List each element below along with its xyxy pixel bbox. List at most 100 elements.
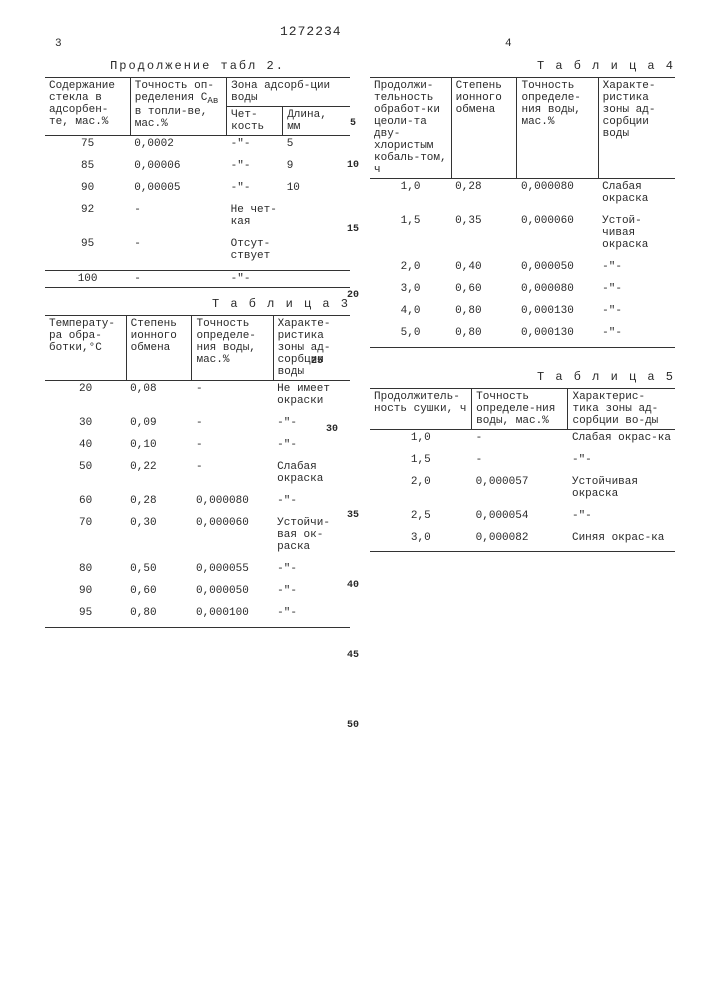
table-cell: 0,10 — [126, 437, 192, 453]
table3: Температу-ра обра-ботки,°С Степень ионно… — [45, 315, 350, 628]
table-cell: 50 — [45, 459, 126, 487]
ruler-20: 20 — [347, 290, 359, 301]
table-row: 750,0002-"-5 — [45, 136, 350, 153]
table-cell: 0,000080 — [192, 493, 273, 509]
table-row: 2,00,000057Устойчивая окраска — [370, 474, 675, 502]
table3-h4: Характе-ристика зоны ад-сорбции воды — [273, 316, 350, 381]
table-cell: -"- — [273, 493, 350, 509]
table-cell: Слабая окраска — [598, 179, 675, 208]
table-cell: 0,40 — [451, 259, 517, 275]
table-row: 850,00006-"-9 — [45, 158, 350, 174]
table4-body: 1,00,280,000080Слабая окраска 1,50,350,00… — [370, 179, 675, 348]
table-row: 1,00,280,000080Слабая окраска — [370, 179, 675, 208]
ruler-35: 35 — [347, 510, 359, 521]
table-cell: 85 — [45, 158, 130, 174]
table-cell: 95 — [45, 236, 130, 264]
table-row: 2,00,400,000050-"- — [370, 259, 675, 275]
table-row: 5,00,800,000130-"- — [370, 325, 675, 341]
table-cell: 1,5 — [370, 213, 451, 253]
table3-h1: Температу-ра обра-ботки,°С — [45, 316, 126, 381]
table-row: 200,08-Не имеет окраски — [45, 381, 350, 410]
table-cell: - — [472, 452, 568, 468]
table-cell: 0,000130 — [517, 303, 598, 319]
table-cell: 3,0 — [370, 281, 451, 297]
table4: Продолжи-тельность обработ-ки цеоли-та д… — [370, 77, 675, 348]
table-cell: 0,00005 — [130, 180, 226, 196]
table2: Содержание стекла в адсорбен-те, мас.% Т… — [45, 77, 350, 293]
table-row: 1,50,350,000060Устой-чивая окраска — [370, 213, 675, 253]
table-cell: 0,80 — [451, 303, 517, 319]
table5-h3: Характерис-тика зоны ад-сорбции во-ды — [568, 388, 675, 429]
table-row: 4,00,800,000130-"- — [370, 303, 675, 319]
table-cell: 2,5 — [370, 508, 472, 524]
table-row: 3,00,000082Синяя окрас-ка — [370, 530, 675, 546]
table-cell: Слабая окрас-ка — [568, 429, 675, 446]
table-cell: -"- — [227, 180, 283, 196]
table5-h2: Точность определе-ния воды, мас.% — [472, 388, 568, 429]
ruler-15: 15 — [347, 224, 359, 235]
table-row: 700,300,000060Устойчи-вая ок-раска — [45, 515, 350, 555]
table-cell: 0,80 — [451, 325, 517, 341]
table-cell: -"- — [568, 508, 675, 524]
table2-body: 750,0002-"-5850,00006-"-9900,00005-"-109… — [45, 136, 350, 294]
table-cell: -"- — [273, 605, 350, 621]
ruler-5: 5 — [350, 118, 356, 129]
table-cell: 70 — [45, 515, 126, 555]
table-row: 1,5--"- — [370, 452, 675, 468]
table-cell: -"- — [227, 136, 283, 153]
table-cell: -"- — [273, 561, 350, 577]
table4-h2: Степень ионного обмена — [451, 78, 517, 179]
table-cell: - — [192, 459, 273, 487]
table-cell: 1,0 — [370, 179, 451, 208]
table-cell: Слабая окраска — [273, 459, 350, 487]
table-cell: 0,08 — [126, 381, 192, 410]
page-root: 1272234 3 4 Продолжение табл 2. Содержан… — [0, 0, 707, 1000]
table2-h4: Длина, мм — [283, 107, 350, 136]
table-cell: 0,80 — [126, 605, 192, 621]
table-cell: - — [130, 270, 226, 287]
table-cell: 100 — [45, 270, 130, 287]
table5-h1: Продолжитель-ность сушки, ч — [370, 388, 472, 429]
table-row: 900,600,000050-"- — [45, 583, 350, 599]
table-cell: 0,000057 — [472, 474, 568, 502]
table-cell: -"- — [227, 270, 283, 287]
table-cell: 9 — [283, 158, 350, 174]
ruler-10: 10 — [347, 160, 359, 171]
table5-body: 1,0-Слабая окрас-ка 1,5--"- 2,00,000057Уст… — [370, 429, 675, 552]
table-cell: -"- — [273, 583, 350, 599]
table-cell: 0,09 — [126, 415, 192, 431]
table2-h2: Точность оп-ределения САв в топли-ве, ма… — [130, 78, 226, 136]
table-cell: 75 — [45, 136, 130, 153]
ruler-30: 30 — [326, 424, 338, 435]
table-cell: Устойчивая окраска — [568, 474, 675, 502]
table-cell: - — [472, 429, 568, 446]
table-cell: 0,000050 — [517, 259, 598, 275]
table-cell: 0,28 — [126, 493, 192, 509]
table-cell: -"- — [568, 452, 675, 468]
table-cell: 0,000082 — [472, 530, 568, 546]
page-number-left: 3 — [55, 38, 62, 50]
table-cell: - — [192, 437, 273, 453]
table-cell: 5,0 — [370, 325, 451, 341]
table-cell: 1,0 — [370, 429, 472, 446]
table-cell: 2,0 — [370, 474, 472, 502]
table-row: 100--"- — [45, 270, 350, 287]
table-cell: 92 — [45, 202, 130, 230]
table-cell: -"- — [273, 415, 350, 431]
page-number-right: 4 — [505, 38, 512, 50]
table-cell: 95 — [45, 605, 126, 621]
table-row: 300,09--"- — [45, 415, 350, 431]
table-row: 1,0-Слабая окрас-ка — [370, 429, 675, 446]
table3-h2: Степень ионного обмена — [126, 316, 192, 381]
table-cell: 20 — [45, 381, 126, 410]
table-cell: 0,22 — [126, 459, 192, 487]
table-cell: 0,28 — [451, 179, 517, 208]
table3-h3: Точность определе-ния воды, мас.% — [192, 316, 273, 381]
table-cell: 0,30 — [126, 515, 192, 555]
table-cell: -"- — [598, 325, 675, 341]
table-cell: - — [130, 236, 226, 264]
table-cell: -"- — [598, 281, 675, 297]
table4-h3: Точность определе-ния воды, мас.% — [517, 78, 598, 179]
ruler-50: 50 — [347, 720, 359, 731]
table-row: 800,500,000055-"- — [45, 561, 350, 577]
